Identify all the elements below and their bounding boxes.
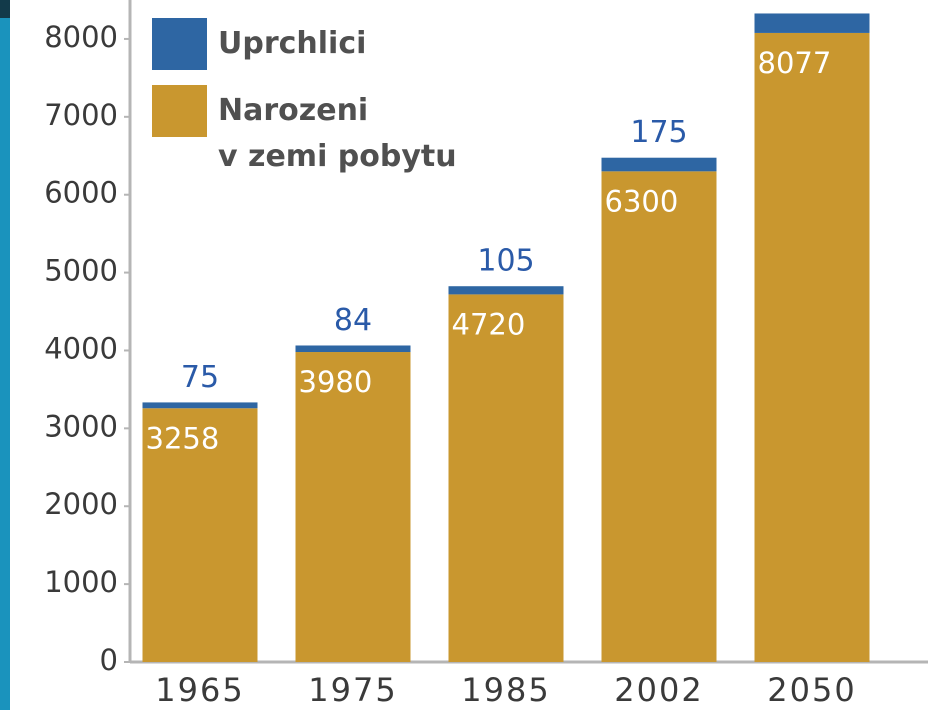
- legend-label: Narozeni v zemi pobytu: [218, 93, 457, 174]
- edge-strip: [0, 0, 10, 710]
- bar-segment: [142, 408, 258, 662]
- y-tick-label: 2000: [44, 487, 118, 521]
- y-tick-label: 3000: [44, 409, 118, 443]
- bar-segment: [601, 171, 717, 662]
- bar-value-label: 84: [334, 303, 372, 338]
- bar-value-label: 8077: [758, 46, 832, 80]
- legend-swatch: [152, 18, 207, 70]
- y-tick-label: 4000: [44, 331, 118, 365]
- legend-swatch: [152, 85, 207, 137]
- bar-value-label: 6300: [605, 184, 679, 218]
- bar-segment: [754, 32, 870, 663]
- bar-value-label: 105: [477, 244, 534, 279]
- y-tick-label: 5000: [44, 254, 118, 288]
- y-tick-label: 1000: [44, 565, 118, 599]
- bar-segment: [448, 286, 564, 295]
- edge-corner: [0, 0, 10, 18]
- bar-segment: [295, 345, 411, 353]
- bar-segment: [448, 294, 564, 662]
- x-tick-label: 2050: [767, 671, 856, 709]
- x-tick-label: 1985: [461, 671, 550, 709]
- bar-value-label: 4720: [452, 307, 526, 341]
- x-tick-label: 1975: [308, 671, 397, 709]
- bar-value-label: 3980: [299, 365, 373, 399]
- y-tick-label: 6000: [44, 176, 118, 210]
- bar-segment: [754, 13, 870, 33]
- bar-segment: [295, 352, 411, 662]
- bar-segment: [142, 402, 258, 409]
- y-tick-label: 0: [100, 643, 118, 677]
- legend-label: Uprchlici: [218, 26, 367, 61]
- x-tick-label: 2002: [614, 671, 703, 709]
- bar-value-label: 3258: [146, 421, 220, 455]
- bar-segment: [601, 157, 717, 172]
- y-tick-label: 8000: [44, 20, 118, 54]
- bar-value-label: 250: [783, 0, 840, 6]
- bar-value-label: 175: [630, 115, 687, 150]
- y-tick-label: 7000: [44, 98, 118, 132]
- bar-value-label: 75: [181, 360, 219, 395]
- x-tick-label: 1965: [155, 671, 244, 709]
